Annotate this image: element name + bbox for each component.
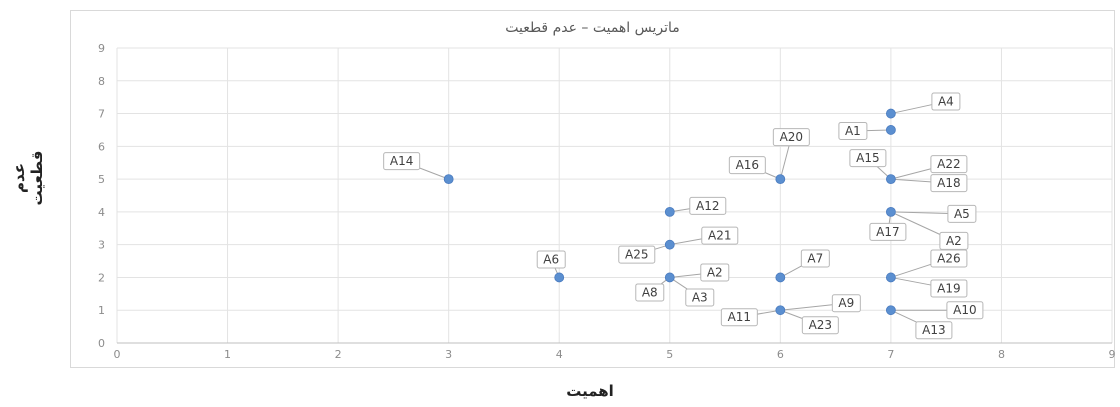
- y-tick-label: 2: [98, 271, 105, 284]
- data-label: A4: [938, 95, 954, 109]
- data-point: [775, 305, 786, 316]
- data-label-box: [685, 288, 715, 307]
- data-label: A3: [692, 290, 708, 304]
- x-tick-label: 6: [777, 348, 784, 361]
- data-label-box: [849, 149, 887, 168]
- y-tick-label: 8: [98, 75, 105, 88]
- data-label-box: [869, 222, 907, 241]
- data-label-box: [930, 174, 968, 193]
- y-tick-label: 3: [98, 239, 105, 252]
- data-label-box: [838, 121, 868, 140]
- data-label: A26: [937, 251, 960, 265]
- data-label-box: [720, 308, 758, 327]
- x-tick-label: 7: [887, 348, 894, 361]
- data-point: [885, 125, 896, 135]
- x-tick-label: 3: [445, 348, 452, 361]
- y-tick-label: 9: [98, 42, 105, 55]
- data-label-box: [801, 316, 839, 335]
- data-label: A2: [946, 234, 962, 248]
- data-point: [885, 272, 896, 283]
- x-tick-label: 0: [114, 348, 121, 361]
- data-label: A13: [922, 323, 945, 337]
- data-label-box: [831, 294, 861, 313]
- data-label-box: [383, 152, 421, 171]
- data-label: A18: [937, 176, 960, 190]
- data-label: A12: [696, 199, 719, 213]
- data-label: A10: [953, 303, 976, 317]
- data-label: A8: [642, 285, 658, 299]
- data-point: [554, 272, 565, 283]
- x-tick-label: 2: [335, 348, 342, 361]
- y-tick-label: 6: [98, 140, 105, 153]
- y-tick-label: 1: [98, 304, 105, 317]
- chart-title: ماتریس اهمیت – عدم قطعیت: [505, 20, 680, 36]
- data-point: [885, 305, 896, 316]
- data-label: A22: [937, 157, 960, 171]
- data-label-box: [931, 92, 961, 111]
- data-label: A9: [838, 296, 854, 310]
- data-point: [664, 272, 675, 283]
- data-point: [885, 206, 896, 217]
- x-tick-label: 4: [556, 348, 563, 361]
- data-label-box: [915, 321, 953, 340]
- data-point: [885, 108, 896, 119]
- data-label-box: [939, 231, 969, 250]
- data-label-box: [728, 156, 766, 175]
- data-label-box: [635, 283, 665, 302]
- x-tick-label: 9: [1109, 348, 1116, 361]
- data-label-box: [800, 249, 830, 268]
- y-tick-label: 5: [98, 173, 105, 186]
- data-label: A17: [876, 225, 899, 239]
- data-label: A7: [807, 251, 823, 265]
- data-point: [775, 272, 786, 283]
- data-point: [443, 174, 454, 185]
- data-label: A11: [728, 310, 751, 324]
- data-label-box: [700, 263, 730, 282]
- data-label-box: [689, 196, 727, 215]
- data-label: A20: [780, 130, 803, 144]
- data-label: A19: [937, 281, 960, 295]
- data-point: [664, 239, 675, 250]
- data-label-box: [946, 301, 984, 320]
- data-label: A1: [845, 124, 861, 138]
- data-label-box: [930, 279, 968, 298]
- data-label: A6: [543, 252, 559, 266]
- data-point: [775, 174, 786, 185]
- y-tick-label: 7: [98, 108, 105, 121]
- data-label-box: [930, 249, 968, 268]
- data-label: A14: [390, 154, 413, 168]
- data-label: A5: [954, 207, 970, 221]
- data-point: [664, 206, 675, 217]
- data-label-box: [930, 155, 968, 174]
- x-tick-label: 1: [224, 348, 231, 361]
- data-label: A21: [708, 229, 731, 243]
- data-label: A25: [625, 248, 648, 262]
- data-label-box: [618, 245, 656, 264]
- x-tick-label: 8: [998, 348, 1005, 361]
- data-point: [885, 174, 896, 185]
- data-label-box: [701, 226, 739, 245]
- data-label: A2: [707, 265, 723, 279]
- data-label-box: [536, 250, 566, 269]
- data-label-box: [947, 204, 977, 223]
- y-tick-label: 4: [98, 206, 105, 219]
- x-axis-label: اهمیت: [566, 382, 614, 400]
- y-tick-label: 0: [98, 337, 105, 350]
- x-tick-label: 5: [666, 348, 673, 361]
- data-label: A16: [736, 158, 759, 172]
- data-label-box: [772, 128, 810, 147]
- data-label: A15: [856, 151, 879, 165]
- data-label: A23: [809, 318, 832, 332]
